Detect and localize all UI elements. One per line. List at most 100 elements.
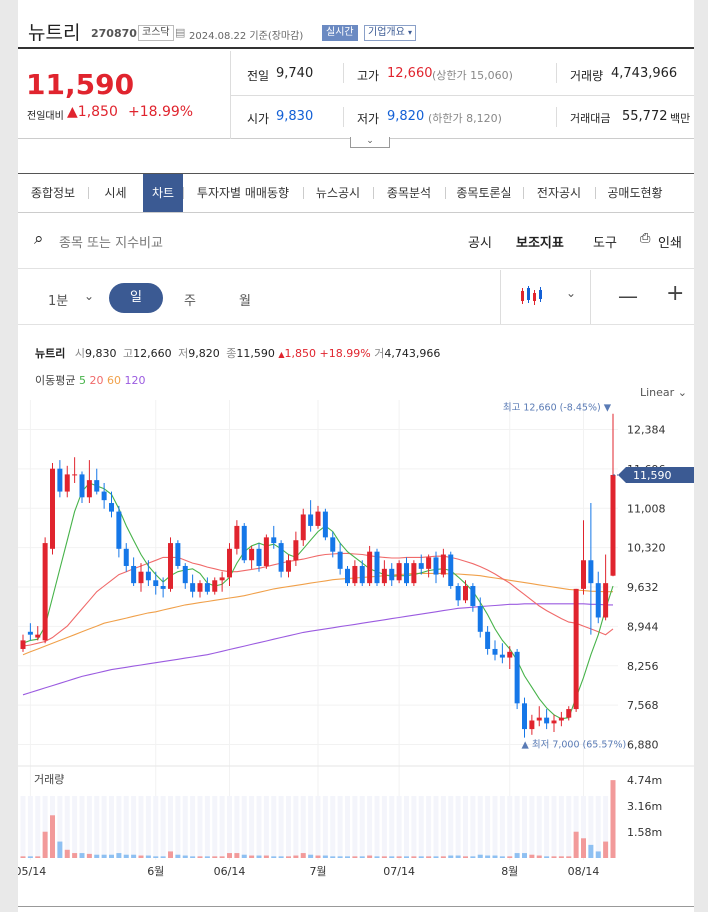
- volume-label: 거래량: [570, 69, 604, 83]
- volume-bar: [286, 856, 291, 858]
- tab-divider: [303, 187, 304, 199]
- y-tick-label: 9,632: [627, 581, 659, 594]
- candle-body: [278, 543, 284, 572]
- volume-bar: [463, 856, 468, 858]
- tab-3[interactable]: 차트: [143, 174, 183, 212]
- volume-bar-bg: [492, 796, 498, 858]
- volume-bar-bg: [322, 796, 328, 858]
- search-input[interactable]: 종목 또는 지수비교: [59, 236, 163, 251]
- candle-body: [197, 583, 203, 592]
- zoom-out-icon[interactable]: —: [618, 284, 638, 308]
- volume-bar: [227, 853, 232, 858]
- ma60-label: 60: [106, 374, 121, 387]
- candle-body: [86, 480, 92, 498]
- change-pct: +18.99%: [128, 104, 194, 120]
- tab-5[interactable]: 뉴스공시: [315, 186, 361, 200]
- volume-bar-bg: [197, 796, 203, 858]
- volume-bar: [278, 856, 284, 858]
- volume-bar-bg: [573, 796, 579, 858]
- volume-bar: [440, 856, 446, 858]
- indicator-button[interactable]: 보조지표: [516, 236, 564, 251]
- print-icon[interactable]: ⎙: [640, 231, 651, 246]
- tab-9[interactable]: 공매도현황: [607, 186, 663, 200]
- volume-bar: [529, 854, 535, 858]
- volume-bar: [101, 854, 107, 858]
- divider: [500, 270, 501, 324]
- volume-bar: [293, 855, 299, 858]
- candle-body: [359, 565, 365, 584]
- volume-bar-bg: [477, 796, 483, 858]
- volume-tick-label: 4.74m: [627, 774, 662, 787]
- candle-body: [426, 557, 432, 569]
- volume-bar: [35, 856, 41, 858]
- candle-body: [182, 565, 188, 584]
- x-tick-label: 07/14: [383, 865, 415, 878]
- volume-bar: [138, 855, 144, 858]
- volume-bar-bg: [175, 796, 181, 858]
- chevron-down-icon[interactable]: ⌄: [84, 289, 95, 303]
- candle-body: [286, 560, 291, 572]
- candle-body: [470, 586, 476, 607]
- tools-button[interactable]: 도구: [593, 236, 617, 251]
- amount-unit: 백만: [670, 112, 691, 125]
- volume-bar: [145, 855, 151, 858]
- volume-bar: [359, 856, 365, 858]
- tab-2[interactable]: 시세: [104, 186, 127, 200]
- volume-bar: [514, 853, 520, 858]
- candle-body: [330, 537, 336, 552]
- volume-bar: [123, 854, 129, 858]
- candle-body: [573, 588, 579, 710]
- chevron-down-icon: ⌄: [366, 136, 374, 146]
- volume-bar: [588, 844, 594, 858]
- candle-body: [507, 651, 513, 658]
- candle-body: [123, 548, 129, 566]
- candle-body: [20, 640, 26, 649]
- period-week[interactable]: 주: [184, 294, 196, 309]
- tab-1[interactable]: 종합정보: [30, 186, 76, 200]
- print-button[interactable]: 인쇄: [658, 236, 682, 251]
- candle-body: [551, 720, 557, 724]
- volume-label: 거래량: [34, 773, 64, 786]
- period-month[interactable]: 월: [239, 294, 251, 309]
- notice-button[interactable]: 공시: [468, 236, 492, 251]
- ma120-line: [22, 603, 613, 696]
- candle-body: [204, 583, 210, 592]
- period-day[interactable]: 일: [109, 283, 163, 313]
- volume-bar: [426, 856, 432, 858]
- candle-body: [212, 580, 218, 592]
- stock-code: 270870: [91, 27, 137, 40]
- volume-bar: [219, 856, 225, 858]
- tab-6[interactable]: 종목분석: [386, 186, 432, 200]
- candle-body: [263, 537, 269, 566]
- volume-bar-bg: [241, 796, 247, 858]
- volume-bar-bg: [20, 796, 26, 858]
- current-price-label: 11,590: [633, 469, 672, 482]
- scale-mode-select[interactable]: Linear ⌄: [640, 386, 687, 399]
- tab-7[interactable]: 종목토론실: [456, 186, 512, 200]
- realtime-button[interactable]: 실시간: [322, 25, 358, 41]
- volume-bar: [153, 856, 159, 858]
- zoom-in-icon[interactable]: +: [666, 281, 685, 306]
- candle-body: [168, 543, 173, 589]
- current-price-tag: [618, 466, 694, 483]
- volume-bar: [27, 856, 33, 858]
- candle-body: [455, 586, 461, 601]
- volume-bar: [396, 856, 402, 858]
- tab-8[interactable]: 전자공시: [536, 186, 582, 200]
- candle-body: [411, 563, 417, 584]
- tab-divider: [523, 187, 524, 199]
- expand-toggle[interactable]: ⌄: [350, 137, 390, 148]
- volume-bar: [315, 855, 321, 858]
- tab-divider: [183, 187, 184, 199]
- company-info-button[interactable]: 기업개요 ▾: [364, 25, 417, 41]
- price-chart[interactable]: 12,38411,69611,00810,3209,6328,9448,2567…: [18, 400, 694, 890]
- volume-bar: [499, 856, 505, 858]
- candlestick-type-icon[interactable]: [519, 285, 547, 307]
- amount-label: 거래대금: [570, 112, 611, 125]
- volume-bar: [263, 855, 269, 858]
- tab-4[interactable]: 투자자별 매매동향: [196, 186, 290, 200]
- chevron-down-icon[interactable]: ⌄: [566, 286, 577, 300]
- period-minute[interactable]: 1분: [48, 294, 69, 309]
- volume-bar: [603, 841, 609, 858]
- search-icon[interactable]: ⌕: [34, 229, 44, 249]
